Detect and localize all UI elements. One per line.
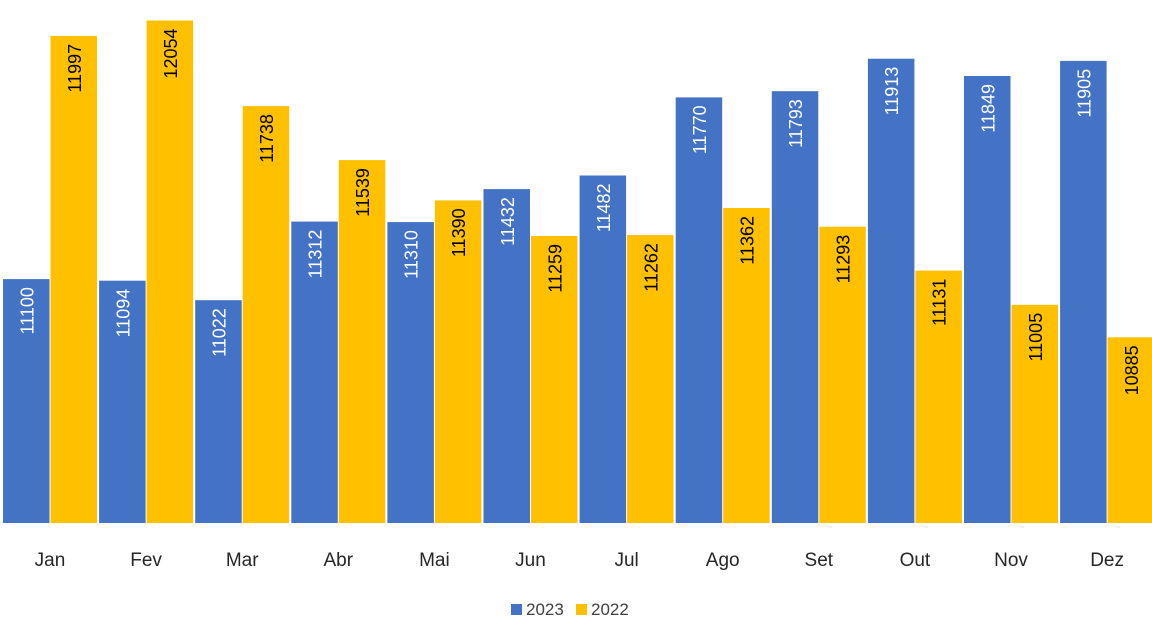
bar-2022-ago [723,208,770,523]
data-label-2022-set: 11293 [834,235,854,284]
bar-2023-dez [1060,60,1107,524]
data-label-2023-dez: 11905 [1074,69,1094,118]
data-label-2023-jun: 11432 [498,197,518,246]
legend-swatch-2022 [576,604,587,615]
data-label-2022-jul: 11262 [641,243,661,292]
x-tick-abr: Abr [324,550,354,571]
legend-swatch-2023 [511,604,522,615]
data-label-2023-mar: 11022 [209,308,229,357]
data-label-2023-ago: 11770 [690,105,710,154]
x-tick-nov: Nov [994,550,1028,571]
bar-2023-set [771,91,819,523]
bar-2022-mai [434,200,482,523]
x-tick-jul: Jul [614,550,638,571]
data-label-2023-abr: 11312 [306,230,326,279]
bar-2023-fev [99,280,146,523]
bar-2023-jun [483,189,530,523]
data-label-2023-out: 11913 [882,67,902,116]
bar-2023-out [867,58,915,523]
x-tick-fev: Fev [130,550,162,571]
bar-2023-nov [964,76,1011,523]
data-label-2022-dez: 10885 [1122,345,1142,395]
legend-label-2022: 2022 [591,600,629,619]
bar-2023-mar [195,300,242,523]
data-label-2022-out: 11131 [930,279,950,326]
data-label-2022-jun: 11259 [545,244,565,293]
x-tick-mar: Mar [226,550,259,571]
bar-2022-jan [50,35,97,524]
data-label-2022-jan: 11997 [65,44,85,93]
bar-2022-jun [531,236,578,523]
bar-2023-ago [675,97,723,524]
bar-2022-nov [1011,304,1058,523]
bar-2023-jul [579,175,627,523]
bar-2023-abr [291,221,338,523]
data-label-2023-jul: 11482 [594,184,614,233]
data-label-2023-jan: 11100 [17,287,37,334]
data-label-2022-abr: 11539 [353,168,373,217]
x-tick-out: Out [900,550,931,571]
x-tick-jan: Jan [35,550,66,571]
bar-2022-jul [627,235,674,523]
x-axis: Jan Fev Mar Abr Mai Jun Jul Ago Set Out Nov Dez [35,550,1124,571]
bar-2022-abr [338,160,386,523]
data-label-2023-mai: 11310 [402,230,422,279]
bar-2022-mar [242,106,290,523]
data-label-2022-nov: 11005 [1026,313,1046,362]
bar-2022-set [819,226,866,523]
x-tick-ago: Ago [706,550,740,571]
data-label-2022-mai: 11390 [449,208,469,257]
x-tick-dez: Dez [1090,550,1124,571]
x-tick-jun: Jun [515,550,546,571]
x-tick-mai: Mai [419,550,450,571]
bar-2022-fev [146,20,194,523]
bar-2022-dez [1107,337,1152,523]
legend: 2023 2022 [511,600,629,619]
bar-2023-mai [387,222,434,523]
x-tick-set: Set [805,550,834,571]
bar-2023-jan [3,279,50,523]
data-label-2022-fev: 12054 [161,29,181,79]
data-label-2023-nov: 11849 [978,84,998,133]
data-label-2022-mar: 11738 [257,114,277,163]
bar-2022-out [915,270,962,523]
data-label-2022-ago: 11362 [737,216,757,265]
plot-area: 11100 11997 11094 12054 11022 11738 11312 11539… [3,20,1152,524]
data-label-2023-fev: 11094 [113,289,133,338]
data-label-2023-set: 11793 [786,99,806,148]
legend-label-2023: 2023 [526,600,564,619]
